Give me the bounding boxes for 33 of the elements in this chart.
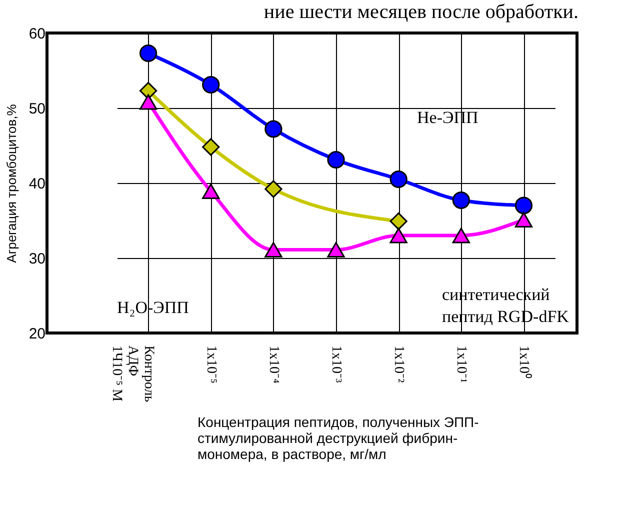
point [264, 120, 282, 138]
y-tick-label: 60 [28, 26, 46, 42]
x-tick-label: 1x10⁻³ [328, 346, 344, 383]
point [202, 138, 220, 156]
y-tick-label: 40 [28, 176, 46, 192]
point [264, 242, 282, 258]
x-axis-title: Концентрация пептидов, полученных ЭПП- стимулированной деструкцией фибрин- мономера, в растворе, мг/мл [198, 414, 480, 462]
y-tick-label: 20 [28, 326, 46, 342]
point [139, 82, 158, 100]
point [202, 184, 220, 199]
x-tick-label: 1x10⁻⁴ [266, 346, 281, 384]
x-tick-label: 1x10⁰ [516, 346, 532, 378]
x-tick-label: 1x10⁻⁵ [203, 346, 218, 384]
y-tick-label: 30 [28, 250, 46, 268]
x-tick-label: 1x10⁻¹ [454, 346, 469, 383]
point [202, 76, 220, 94]
point [514, 212, 533, 228]
y-axis-title: Агрегация тромбоцитов,% [4, 104, 19, 263]
point [452, 191, 470, 210]
point [139, 94, 158, 110]
point [264, 180, 282, 198]
point [452, 228, 470, 244]
point [390, 212, 408, 230]
point [390, 170, 408, 188]
y-tick-label: 50 [28, 100, 46, 118]
point [327, 242, 345, 258]
point [327, 150, 345, 169]
point [139, 44, 158, 62]
x-tick-label: Контроль АДФ 1Ч10⁻⁵ М [108, 346, 156, 402]
point [514, 196, 533, 214]
chart-title: ние шести месяцев после обработки. [264, 1, 578, 23]
x-tick-label: 1x10⁻² [391, 346, 406, 383]
point [390, 228, 408, 244]
